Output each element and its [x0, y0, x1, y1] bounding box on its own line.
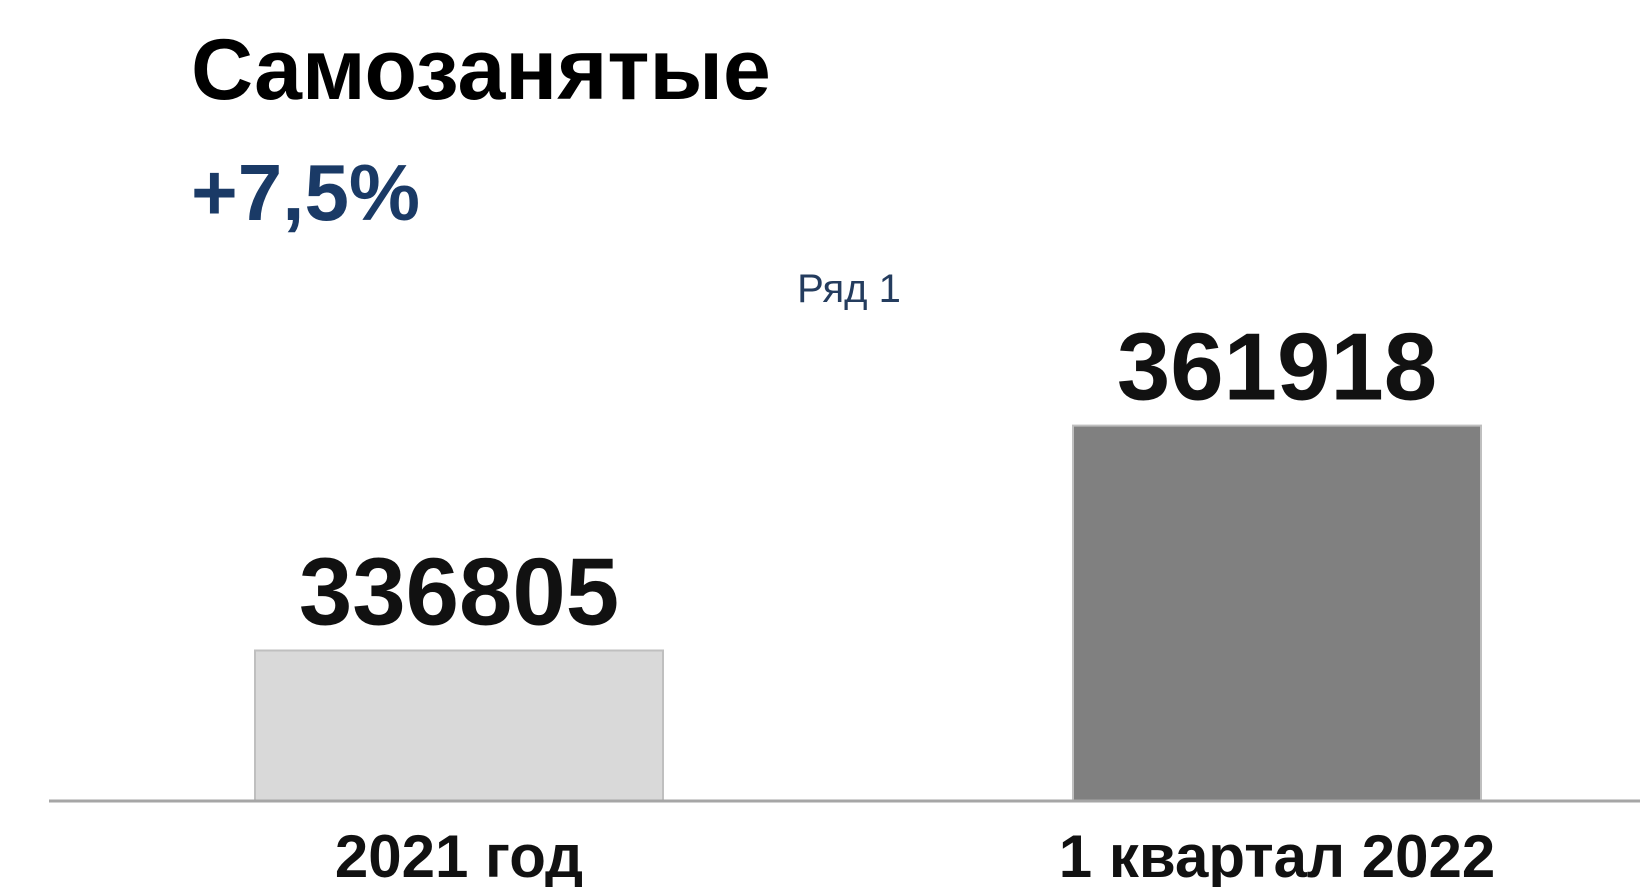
- chart-title: Самозанятые: [191, 22, 771, 118]
- x-tick-label: 1 квартал 2022: [1059, 823, 1495, 887]
- chart-subtitle: +7,5%: [191, 148, 420, 237]
- bar: [254, 649, 664, 802]
- value-label: 336805: [299, 539, 619, 646]
- x-tick-label: 2021 год: [335, 823, 583, 887]
- bar: [1072, 424, 1482, 802]
- value-label: 361918: [1117, 314, 1437, 421]
- series-name: Ряд 1: [797, 267, 901, 311]
